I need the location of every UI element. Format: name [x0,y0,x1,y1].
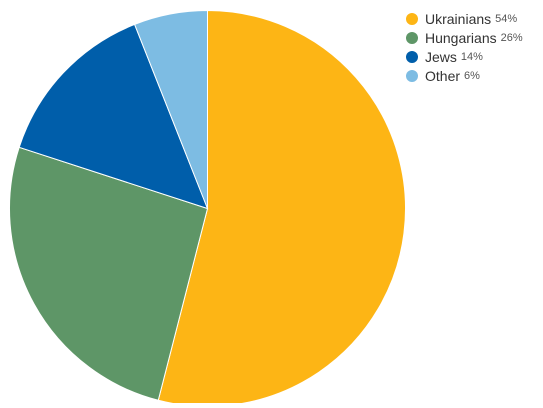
legend-value-ukrainians: 54% [495,12,518,25]
legend-item-hungarians: Hungarians 26% [406,28,523,47]
pie-slice-hungarians [9,146,209,401]
legend-item-ukrainians: Ukrainians 54% [406,9,523,28]
legend-swatch-other [406,69,418,82]
legend-value-jews: 14% [460,50,483,63]
pie-slice-jews [18,23,209,210]
legend-value-other: 6% [464,69,480,82]
legend-label-other: Other [425,67,461,84]
legend-item-other: Other 6% [406,66,523,85]
legend-item-jews: Jews 14% [406,47,523,66]
legend-swatch-hungarians [406,31,418,44]
legend-label-hungarians: Hungarians [425,29,497,46]
legend-swatch-ukrainians [406,12,418,25]
legend-value-hungarians: 26% [500,31,523,44]
legend-label-jews: Jews [425,48,457,65]
legend-swatch-jews [406,50,418,63]
pie-slice-other [133,9,208,209]
legend-label-ukrainians: Ukrainians [425,10,492,27]
legend: Ukrainians 54% Hungarians 26% Jews 14% O… [406,9,523,85]
pie-slice-ukrainians [157,9,406,407]
